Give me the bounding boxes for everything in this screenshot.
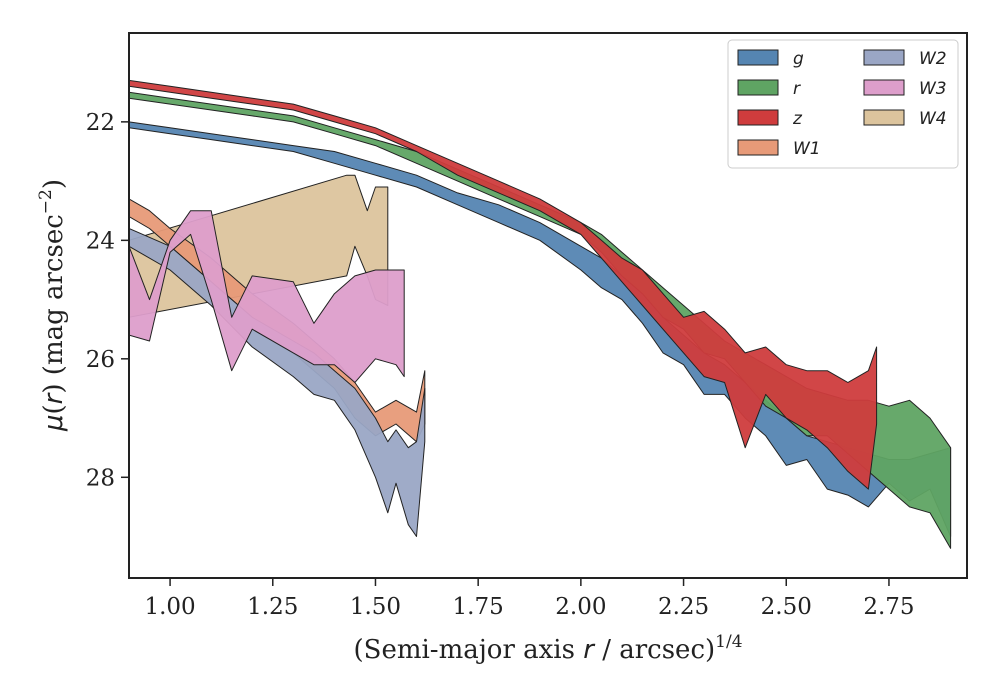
legend-swatch-w2 xyxy=(863,49,905,66)
legend-swatch-w1 xyxy=(737,139,779,156)
legend-swatch-g xyxy=(737,49,779,66)
x-tick-label: 1.50 xyxy=(350,594,401,620)
legend-label-w1: W1 xyxy=(793,139,821,159)
x-tick-label: 2.00 xyxy=(555,594,606,620)
band-z xyxy=(129,79,878,490)
x-tick-label: 1.25 xyxy=(247,594,298,620)
legend-swatch-r xyxy=(737,79,779,96)
legend-label-r: r xyxy=(793,79,801,99)
y-tick-label: 26 xyxy=(86,347,115,373)
y-axis-ticks: 22 24 26 28 xyxy=(86,110,129,491)
x-tick-label: 1.75 xyxy=(453,594,504,620)
legend-label-z: z xyxy=(792,109,803,129)
x-tick-label: 1.00 xyxy=(144,594,195,620)
x-axis-ticks: 1.00 1.25 1.50 1.75 2.00 2.25 2.50 2.75 xyxy=(144,578,915,620)
legend-swatch-w4 xyxy=(863,109,905,126)
legend-label-w4: W4 xyxy=(919,109,947,129)
series-layer xyxy=(129,79,952,549)
y-tick-label: 28 xyxy=(86,465,115,491)
y-tick-label: 22 xyxy=(86,110,115,136)
y-tick-label: 24 xyxy=(86,228,115,254)
x-tick-label: 2.75 xyxy=(863,594,914,620)
legend-label-g: g xyxy=(793,49,804,69)
y-axis-label: μ(r) (mag arcsec−2) xyxy=(36,179,69,432)
band-w3 xyxy=(129,210,405,383)
legend-label-w2: W2 xyxy=(919,49,947,69)
x-tick-label: 2.50 xyxy=(761,594,812,620)
legend-frame xyxy=(727,39,959,169)
legend-swatch-w3 xyxy=(863,79,905,96)
legend: grz W1 W2 W3 W4 xyxy=(727,39,959,169)
x-axis-label: (Semi-major axis r / arcsec)1/4 xyxy=(353,632,742,665)
legend-label-w3: W3 xyxy=(919,79,947,99)
legend-swatch-z xyxy=(737,109,779,126)
plot-frame xyxy=(128,32,968,579)
x-tick-label: 2.25 xyxy=(658,594,709,620)
